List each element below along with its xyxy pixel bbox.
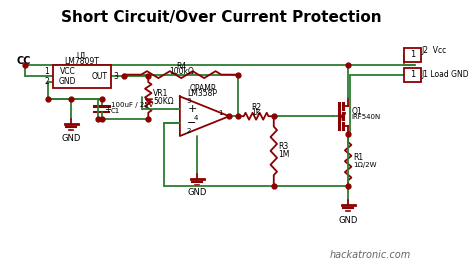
Text: 1: 1 <box>410 70 415 79</box>
Text: hackatronic.com: hackatronic.com <box>329 250 410 260</box>
Text: 1: 1 <box>410 50 415 59</box>
Text: CC: CC <box>16 56 31 66</box>
Text: 100uF / 25V: 100uF / 25V <box>111 102 154 108</box>
Text: OPAMP: OPAMP <box>190 84 216 93</box>
Bar <box>53 65 111 87</box>
Text: J1 Load GND: J1 Load GND <box>421 70 469 79</box>
Text: GND: GND <box>338 216 358 225</box>
Text: GND: GND <box>62 134 81 143</box>
Text: VCC: VCC <box>60 67 75 76</box>
Text: 3: 3 <box>114 72 119 81</box>
Text: R1: R1 <box>353 153 363 162</box>
Text: 100kΩ: 100kΩ <box>169 67 194 76</box>
Text: IRF540N: IRF540N <box>352 114 381 120</box>
Text: −: − <box>187 118 197 128</box>
Text: U1: U1 <box>77 52 87 61</box>
Text: 1: 1 <box>44 67 49 76</box>
Text: Short Circuit/Over Current Protection: Short Circuit/Over Current Protection <box>62 10 382 25</box>
Text: 1: 1 <box>218 110 222 116</box>
Text: 1k: 1k <box>252 108 261 117</box>
Text: LM358P: LM358P <box>188 89 218 98</box>
Bar <box>404 48 420 62</box>
Text: R3: R3 <box>278 142 289 152</box>
Text: GND: GND <box>59 76 76 85</box>
Bar <box>404 68 420 82</box>
Text: VR1: VR1 <box>153 89 168 98</box>
Text: +: + <box>105 105 111 114</box>
Text: 1Ω/2W: 1Ω/2W <box>353 162 376 168</box>
Text: 2: 2 <box>186 128 191 134</box>
Text: J2  Vcc: J2 Vcc <box>421 46 447 55</box>
Text: +: + <box>187 104 197 114</box>
Text: GND: GND <box>187 189 207 198</box>
Text: Q1: Q1 <box>352 107 363 116</box>
Text: 3: 3 <box>186 98 191 104</box>
Text: R4: R4 <box>176 62 186 71</box>
Text: C1: C1 <box>111 108 120 114</box>
Text: 50KΩ: 50KΩ <box>153 97 173 106</box>
Text: R2: R2 <box>251 103 261 112</box>
Text: 2: 2 <box>44 76 49 85</box>
Text: 4: 4 <box>194 115 198 121</box>
Text: 1M: 1M <box>278 150 290 159</box>
Text: LM7809T: LM7809T <box>64 57 99 66</box>
Text: OUT: OUT <box>92 72 108 81</box>
